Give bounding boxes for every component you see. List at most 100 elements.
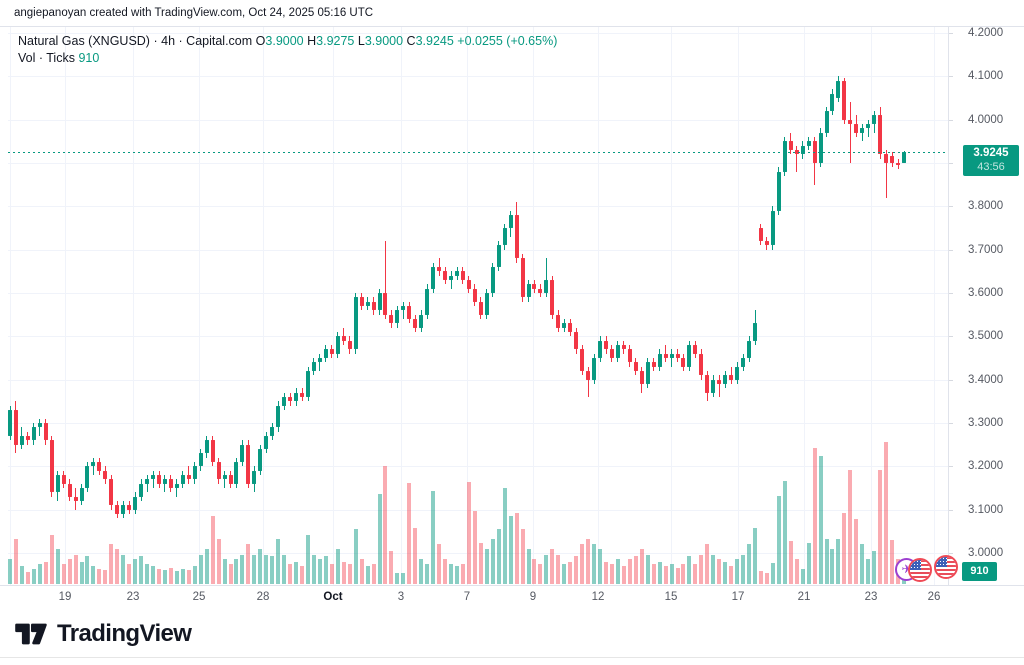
- candle-wick: [39, 418, 41, 436]
- candle: [127, 505, 132, 510]
- volume-bar: [627, 559, 632, 584]
- candle: [186, 474, 191, 480]
- candle: [198, 453, 203, 467]
- candle: [657, 353, 662, 367]
- candle: [627, 349, 632, 363]
- candle: [383, 292, 388, 315]
- ohlc-high-key: H: [307, 34, 317, 48]
- candle: [49, 440, 54, 493]
- candle: [234, 461, 239, 484]
- last-price-value: 3.9245: [973, 147, 1009, 160]
- candle-wick: [152, 470, 154, 488]
- candle: [800, 145, 805, 155]
- volume-bar: [311, 554, 316, 584]
- candle: [663, 353, 668, 358]
- time-gridline: [467, 27, 468, 585]
- volume-bar: [598, 548, 603, 584]
- volume-bar: [657, 561, 662, 584]
- candle: [818, 132, 823, 163]
- candle: [174, 483, 179, 488]
- volume-bar: [729, 566, 734, 584]
- candle: [460, 271, 465, 280]
- chart-panel[interactable]: Natural Gas (XNGUSD) · 4h · Capital.com …: [0, 27, 1024, 607]
- price-gridline: [8, 76, 948, 78]
- volume-bar: [633, 555, 638, 584]
- price-gridline: [8, 249, 948, 251]
- time-axis-label: 19: [58, 591, 72, 603]
- time-gridline: [263, 27, 264, 585]
- price-pane[interactable]: [0, 27, 948, 585]
- candle: [377, 292, 382, 311]
- candle: [353, 297, 358, 350]
- candle-wick: [319, 353, 321, 371]
- volume-bar: [538, 563, 543, 584]
- volume-bar: [520, 528, 525, 584]
- volume-bar: [878, 469, 883, 584]
- price-axis-label: 3.1000: [968, 503, 1004, 516]
- candle: [180, 474, 185, 484]
- legend-symbol-row[interactable]: Natural Gas (XNGUSD) · 4h · Capital.com …: [18, 34, 557, 48]
- time-gridline: [871, 27, 872, 585]
- volume-bar: [127, 563, 132, 584]
- candle: [121, 505, 126, 514]
- candle: [264, 435, 269, 449]
- candle-wick: [587, 366, 589, 397]
- volume-bar: [770, 562, 775, 584]
- candle: [788, 141, 793, 150]
- candle: [645, 362, 650, 384]
- candle: [329, 349, 334, 354]
- volume-bar: [294, 561, 299, 584]
- ohlc-low-key: L: [357, 34, 365, 48]
- time-axis-label: 3: [397, 591, 405, 603]
- candle: [401, 305, 406, 311]
- volume-bar: [121, 554, 126, 584]
- legend-interval[interactable]: 4h: [161, 34, 176, 48]
- volume-bar: [609, 563, 614, 584]
- candle: [711, 379, 716, 393]
- volume-bar: [490, 539, 495, 584]
- us-flag-icon[interactable]: [934, 555, 958, 579]
- legend-symbol-title[interactable]: Natural Gas (XNGUSD): [18, 34, 150, 48]
- candle: [699, 353, 704, 376]
- volume-bar: [109, 543, 114, 584]
- candle: [758, 227, 763, 241]
- candle: [496, 245, 501, 267]
- candle: [55, 474, 60, 493]
- legend-dot: ·: [153, 34, 158, 48]
- volume-bar: [246, 543, 251, 584]
- volume-bar: [264, 554, 269, 584]
- price-axis[interactable]: 3.9245 43:56 910 4.20004.10004.00003.900…: [948, 27, 1024, 585]
- volume-bar: [723, 561, 728, 584]
- time-axis-label: 17: [731, 591, 745, 603]
- volume-bar: [347, 563, 352, 584]
- candle-wick: [730, 366, 732, 384]
- price-axis-label: 3.5000: [968, 330, 1004, 343]
- candle: [860, 128, 865, 133]
- ohlc-close-value: 3.9245: [415, 34, 454, 48]
- legend-volume-row[interactable]: Vol · Ticks 910: [18, 51, 557, 65]
- legend-exchange[interactable]: Capital.com: [186, 34, 253, 48]
- candle: [550, 279, 555, 315]
- tradingview-logo[interactable]: TradingView: [14, 620, 192, 648]
- volume-bar: [431, 491, 436, 584]
- volume-bar: [407, 482, 412, 584]
- candle: [675, 353, 680, 358]
- price-gridline: [8, 33, 948, 34]
- time-gridline: [738, 27, 739, 585]
- time-axis-label: 28: [256, 591, 270, 603]
- candle-wick: [796, 145, 798, 172]
- legend-dot2: ·: [178, 34, 183, 48]
- volume-bar: [13, 539, 18, 584]
- volume-axis-badge: 910: [962, 562, 997, 581]
- candle-wick: [665, 344, 667, 363]
- attribution-bar: angiepanoyan created with TradingView.co…: [0, 0, 1024, 27]
- us-flag-icon[interactable]: [908, 558, 932, 582]
- volume-study-label[interactable]: Vol · Ticks: [18, 51, 75, 65]
- volume-bar: [800, 568, 805, 584]
- volume-bar: [735, 559, 740, 584]
- time-axis[interactable]: 19 23 25 28 Oct 3 7 9 12 15 17 21 23 26: [0, 585, 1024, 607]
- tradingview-wordmark: TradingView: [57, 620, 192, 647]
- candle: [145, 479, 150, 484]
- volume-bar: [812, 447, 817, 584]
